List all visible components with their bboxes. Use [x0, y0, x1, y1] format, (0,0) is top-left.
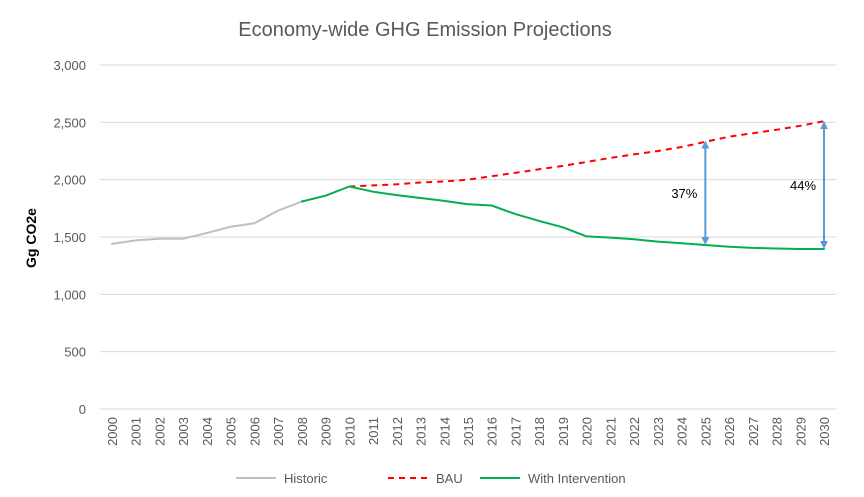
y-tick-label: 1,500 — [53, 230, 86, 245]
x-tick-label: 2030 — [817, 417, 832, 446]
y-tick-label: 500 — [64, 345, 86, 360]
x-tick-label: 2007 — [271, 417, 286, 446]
x-tick-label: 2014 — [437, 417, 452, 446]
legend-label: Historic — [284, 471, 328, 486]
x-tick-label: 2024 — [675, 417, 690, 446]
x-tick-label: 2003 — [176, 417, 191, 446]
x-tick-label: 2022 — [627, 417, 642, 446]
series-line-with-intervention — [300, 185, 825, 250]
x-tick-label: 2012 — [390, 417, 405, 446]
x-axis-ticks: 2000 2001 2002 2003 2004 2005 2006 2007 2008 2009… — [105, 417, 832, 446]
series-lines — [111, 120, 825, 250]
x-tick-label: 2020 — [580, 417, 595, 446]
chart-title: Economy-wide GHG Emission Projections — [238, 19, 611, 41]
y-tick-label: 2,000 — [53, 173, 86, 188]
annotations: 37% 44% — [671, 121, 828, 250]
x-tick-label: 2028 — [770, 417, 785, 446]
x-tick-label: 2011 — [366, 417, 381, 445]
x-tick-label: 2027 — [746, 417, 761, 446]
legend-label: With Intervention — [528, 471, 626, 486]
x-tick-label: 2002 — [152, 417, 167, 446]
reduction-label: 44% — [790, 178, 816, 193]
x-tick-label: 2029 — [793, 417, 808, 446]
x-tick-label: 2026 — [722, 417, 737, 446]
x-tick-label: 2009 — [319, 417, 334, 446]
x-tick-label: 2013 — [414, 417, 429, 446]
x-tick-label: 2015 — [461, 417, 476, 446]
x-tick-label: 2000 — [105, 417, 120, 446]
x-tick-label: 2017 — [508, 417, 523, 446]
x-tick-label: 2004 — [200, 417, 215, 446]
x-tick-label: 2023 — [651, 417, 666, 446]
x-tick-label: 2025 — [698, 417, 713, 446]
reduction-label: 37% — [671, 186, 697, 201]
x-tick-label: 2008 — [295, 417, 310, 446]
legend-label: BAU — [436, 471, 463, 486]
series-line-bau — [349, 120, 825, 188]
x-tick-label: 2018 — [532, 417, 547, 446]
y-axis-ticks: 0 500 1,000 1,500 2,000 2,500 3,000 — [53, 58, 86, 417]
y-tick-label: 0 — [79, 402, 86, 417]
x-tick-label: 2005 — [224, 417, 239, 446]
x-tick-label: 2021 — [603, 417, 618, 446]
y-tick-label: 3,000 — [53, 58, 86, 73]
x-tick-label: 2019 — [556, 417, 571, 446]
y-tick-label: 2,500 — [53, 115, 86, 130]
series-line-historic — [111, 200, 303, 245]
x-tick-label: 2016 — [485, 417, 500, 446]
x-tick-label: 2006 — [247, 417, 262, 446]
y-axis-label: Gg CO2e — [23, 208, 39, 268]
legend: Historic BAU With Intervention — [236, 471, 626, 486]
y-tick-label: 1,000 — [53, 287, 86, 302]
x-tick-label: 2010 — [342, 417, 357, 446]
x-tick-label: 2001 — [129, 417, 144, 446]
gridlines — [100, 64, 836, 410]
